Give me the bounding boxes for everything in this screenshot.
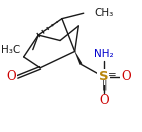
Text: S: S: [99, 70, 109, 83]
Text: =: =: [108, 71, 116, 81]
Text: O: O: [121, 70, 131, 82]
Text: ||: ||: [102, 80, 108, 90]
Text: H₃C: H₃C: [1, 45, 20, 55]
Text: O: O: [7, 70, 16, 83]
Text: NH₂: NH₂: [94, 49, 114, 59]
Text: O: O: [99, 94, 109, 107]
Polygon shape: [74, 51, 83, 65]
Text: CH₃: CH₃: [95, 8, 114, 18]
